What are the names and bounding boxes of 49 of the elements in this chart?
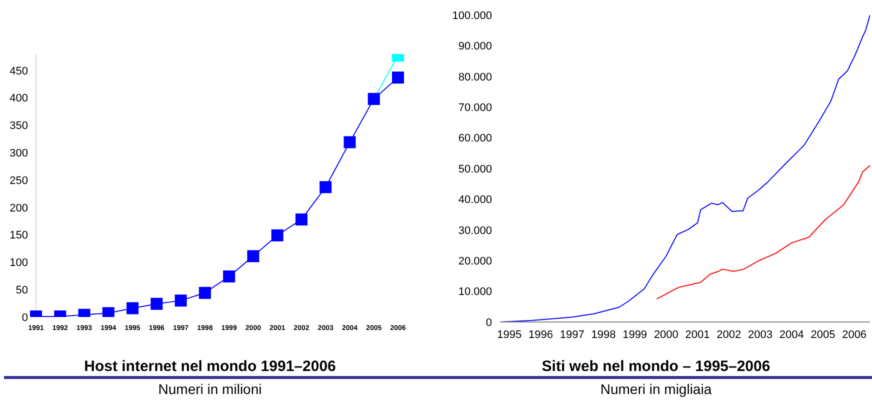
text: Numeri in migliaia (599, 381, 713, 397)
y-tick-label: 70.000 (458, 102, 492, 114)
point (174, 294, 187, 307)
point (344, 136, 356, 148)
y-tick-label: 50 (16, 284, 28, 297)
point (392, 72, 404, 84)
y-tick-label: 100 (10, 257, 28, 270)
point (320, 181, 332, 194)
point (223, 270, 236, 282)
x-tick-label: 1997 (560, 328, 584, 341)
text: Numeri in milioni (157, 381, 263, 397)
text: Siti web nel mondo – 1995–2006 (540, 358, 772, 375)
y-tick-label: 150 (10, 230, 28, 242)
y-tick-label: 0 (22, 312, 28, 324)
y-tick-label: 60.000 (458, 132, 492, 145)
y-tick-label: 400 (10, 92, 28, 105)
point (126, 302, 139, 314)
y-tick-label: 90.000 (458, 40, 492, 53)
y-tick-label: 100.000 (452, 10, 492, 22)
x-tick-label: 2005 (810, 328, 836, 341)
y-tick-label: 10.000 (458, 286, 492, 298)
x-tick-label: 1998 (591, 328, 616, 341)
x-tick-label: 2006 (842, 328, 867, 341)
x-tick-label: 2002 (716, 328, 742, 341)
point (150, 298, 163, 310)
y-tick-label: 30.000 (458, 224, 492, 237)
text: Host internet nel mondo 1991–2006 (83, 358, 337, 375)
x-tick-label: 1999 (622, 328, 648, 341)
line-series (656, 164, 870, 300)
point (247, 250, 260, 262)
point (271, 229, 284, 242)
y-tick-label: 20.000 (458, 256, 492, 268)
point (295, 213, 308, 226)
y-tick-label: 50.000 (458, 163, 492, 176)
y-tick-label: 250 (10, 174, 28, 187)
x-tick-label: 1995 (497, 328, 522, 341)
y-tick-label: 200 (10, 202, 28, 214)
y-tick-label: 80.000 (458, 71, 492, 84)
x-tick-label: 2000 (654, 328, 678, 341)
y-tick-label: 40.000 (458, 194, 492, 206)
y-tick-label: 350 (10, 120, 28, 132)
y-tick-label: 0 (486, 316, 492, 329)
y-tick-label: 300 (10, 148, 28, 160)
point (198, 286, 211, 299)
x-tick-label: 1996 (528, 328, 554, 341)
x-tick-label: 2004 (779, 328, 804, 341)
x-tick-label: 2001 (685, 328, 710, 341)
x-tick-label: 2003 (748, 328, 772, 341)
y-tick-label: 450 (10, 65, 28, 78)
